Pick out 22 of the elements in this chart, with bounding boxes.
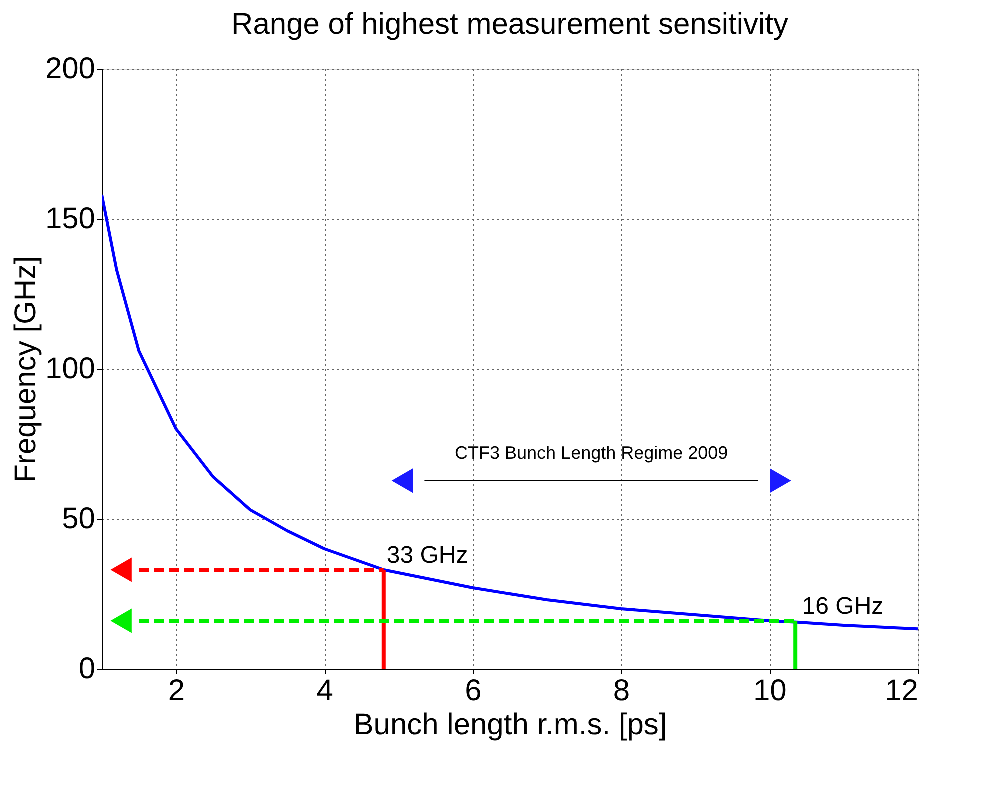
line-series — [102, 194, 918, 631]
y-tick-label: 150 — [45, 202, 96, 236]
annotation: CTF3 Bunch Length Regime 2009 — [455, 442, 728, 463]
y-tick-label: 100 — [45, 352, 96, 386]
y-tick-label: 0 — [78, 652, 96, 686]
x-tick-label: 6 — [465, 674, 482, 708]
x-tick-label: 2 — [168, 674, 186, 708]
x-tick-label: 10 — [753, 674, 787, 708]
x-tick-label: 8 — [613, 674, 630, 708]
y-tick-label: 200 — [45, 52, 96, 86]
annotation: 16 GHz — [802, 593, 884, 620]
point — [392, 468, 414, 494]
annotation: 33 GHz — [386, 542, 468, 569]
y-tick-label: 50 — [62, 502, 96, 536]
point — [110, 608, 132, 634]
x-tick-label: 12 — [885, 674, 918, 708]
point — [770, 468, 792, 494]
x-tick-label: 4 — [316, 674, 334, 708]
chart-title: Range of highest measurement sensitivity — [232, 8, 788, 41]
point — [110, 558, 132, 582]
x-axis-title: Bunch length r.m.s. [ps] — [354, 708, 668, 742]
y-axis-title: Frequency [GHz] — [9, 256, 42, 483]
